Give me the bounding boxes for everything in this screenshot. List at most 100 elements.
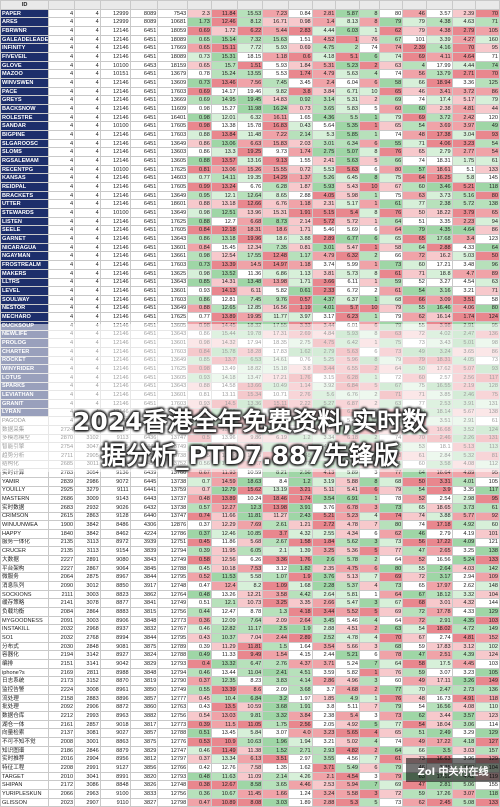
table-cell: 3843 bbox=[129, 555, 159, 565]
table-cell: 5.84 bbox=[236, 728, 264, 739]
table-cell: 67 bbox=[378, 34, 404, 45]
table-cell: 72 bbox=[402, 607, 427, 617]
table-cell: 4 bbox=[74, 173, 101, 184]
table-cell: 1 bbox=[358, 294, 380, 305]
table-cell: 6451 bbox=[129, 26, 159, 36]
table-cell: 3.54 bbox=[311, 641, 337, 652]
table-cell: 0.36 bbox=[187, 615, 212, 626]
table-cell: 3.81 bbox=[311, 268, 337, 279]
table-cell: 2.41 bbox=[311, 156, 337, 166]
table-cell: 65 bbox=[378, 121, 404, 132]
table-cell: 63 bbox=[378, 60, 404, 71]
table-cell: 13669 bbox=[157, 95, 189, 106]
table-cell: 3815 bbox=[129, 607, 159, 617]
table-cell: 1.62 bbox=[288, 763, 313, 773]
table-cell: 3.9 bbox=[425, 485, 453, 496]
row-label: FROSTREALM bbox=[0, 260, 50, 270]
table-cell: 60 bbox=[378, 676, 404, 687]
table-cell: 4 bbox=[48, 138, 76, 149]
table-cell: 2811 bbox=[74, 667, 101, 678]
table-cell: 0.53 bbox=[187, 737, 212, 747]
table-cell: 3 bbox=[358, 641, 380, 652]
row-label: 不可不知不觉 bbox=[0, 737, 50, 747]
table-header-row: ID bbox=[0, 0, 500, 10]
table-cell: 64 bbox=[402, 242, 427, 253]
column-header bbox=[99, 0, 131, 10]
table-cell: 14.83 bbox=[262, 95, 290, 106]
table-cell: 2032 bbox=[48, 624, 76, 635]
table-cell: 15.27 bbox=[210, 104, 238, 114]
table-cell: 6.13 bbox=[236, 754, 264, 765]
table-cell: 17.22 bbox=[425, 537, 453, 548]
row-label: CRIMSON bbox=[0, 511, 50, 522]
table-cell: 8848 bbox=[99, 780, 131, 791]
table-cell: 4 bbox=[48, 208, 76, 218]
row-label: iphone?s bbox=[0, 667, 50, 678]
table-cell: 15.24 bbox=[210, 69, 238, 80]
table-cell: 59 bbox=[402, 641, 427, 652]
table-cell: 77 bbox=[378, 719, 404, 730]
table-cell: 0.81 bbox=[288, 242, 313, 253]
table-cell: 11.5 bbox=[210, 719, 238, 730]
table-cell: 5.8 bbox=[451, 173, 477, 184]
table-cell: 2.6 bbox=[311, 555, 337, 565]
table-cell: 13.84 bbox=[210, 130, 238, 140]
table-row: MYGOODNESS 2091 3003 8906 3848 12773 0.36 12.09… bbox=[0, 615, 500, 626]
column-header bbox=[451, 0, 477, 10]
table-cell: 3.71 bbox=[311, 659, 337, 669]
table-cell: 5.21 bbox=[311, 511, 337, 522]
table-cell: 0.44 bbox=[187, 607, 212, 617]
table-cell: 12999 bbox=[99, 8, 131, 19]
table-row: GALEADELEADE 4 4 12146 6451 18089 0.65 15.14 7.3… bbox=[0, 34, 500, 45]
table-cell: 4 bbox=[74, 95, 101, 106]
table-cell: 12749 bbox=[157, 598, 189, 609]
table-cell: 145 bbox=[475, 173, 500, 184]
table-cell: 6451 bbox=[129, 112, 159, 123]
table-cell: 5.21 bbox=[335, 650, 360, 661]
table-row: SOCKIONS 2111 3003 8823 3862 12764 0.48 13.26 12… bbox=[0, 589, 500, 600]
table-cell: 0.37 bbox=[187, 529, 212, 539]
table-cell: 8967 bbox=[99, 572, 131, 582]
table-cell: 7.35 bbox=[262, 242, 290, 253]
table-cell: 65 bbox=[402, 581, 427, 591]
table-cell: 12146 bbox=[99, 78, 131, 88]
table-cell: 2863 bbox=[74, 511, 101, 522]
table-cell: 5.31 bbox=[311, 60, 337, 71]
table-row: GLISSON 2023 2907 9110 3827 12798 0.47 10.89 8.0… bbox=[0, 797, 500, 807]
table-cell: 8956 bbox=[99, 754, 131, 765]
table-cell: 4.39 bbox=[451, 650, 477, 661]
table-cell: 9018 bbox=[99, 719, 131, 730]
table-cell: 2 bbox=[358, 286, 380, 296]
table-cell: 70 bbox=[378, 633, 404, 643]
table-cell: 3.32 bbox=[262, 711, 290, 721]
row-label: SO1 bbox=[0, 633, 50, 643]
table-cell: 5.7 bbox=[335, 303, 360, 314]
row-label: SHIPAN bbox=[0, 780, 50, 791]
table-cell: 8089 bbox=[129, 17, 159, 27]
table-cell: 6 bbox=[358, 78, 380, 88]
table-cell: 8927 bbox=[99, 650, 131, 661]
table-cell: 118 bbox=[475, 693, 500, 704]
table-cell: 12.4 bbox=[210, 581, 238, 591]
table-cell: 6451 bbox=[129, 251, 159, 262]
table-cell: 5.1 bbox=[335, 52, 360, 62]
table-cell: 0.46 bbox=[187, 745, 212, 756]
table-cell: 68 bbox=[378, 476, 404, 487]
table-cell: 3844 bbox=[129, 633, 159, 643]
table-cell: 3.01 bbox=[425, 598, 453, 609]
table-cell: 18089 bbox=[157, 52, 189, 62]
table-cell: 0.48 bbox=[187, 589, 212, 600]
table-cell: 13759 bbox=[157, 485, 189, 496]
table-cell: 3839 bbox=[129, 546, 159, 556]
table-cell: 3844 bbox=[129, 572, 159, 582]
table-cell: 4 bbox=[74, 251, 101, 262]
table-cell: 1 bbox=[358, 312, 380, 322]
table-cell: 79 bbox=[402, 225, 427, 236]
table-cell: 4.9 bbox=[335, 693, 360, 704]
table-cell: 3 bbox=[358, 771, 380, 782]
table-cell: 5.98 bbox=[335, 190, 360, 201]
table-cell: 3.68 bbox=[288, 685, 313, 695]
table-cell: 5.69 bbox=[335, 225, 360, 236]
table-cell: 13.39 bbox=[210, 260, 238, 270]
table-cell: 64 bbox=[378, 216, 404, 227]
